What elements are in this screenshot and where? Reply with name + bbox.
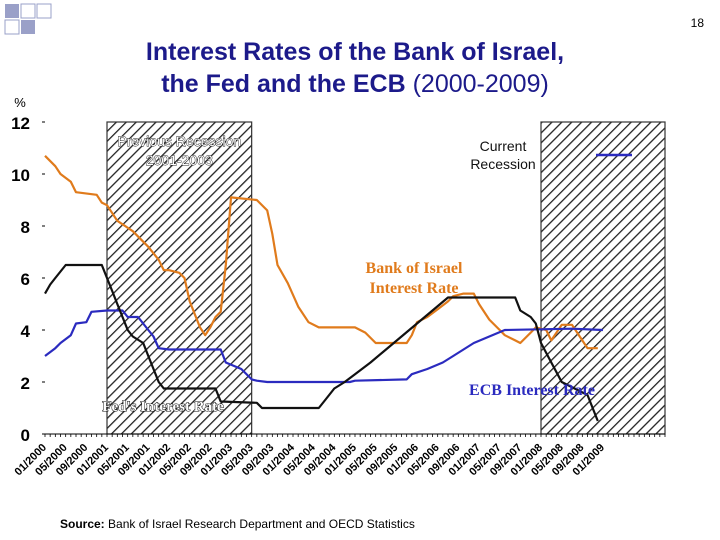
- series-line: [44, 309, 604, 384]
- y-tick-label: 0: [21, 426, 30, 445]
- shaded-period-label: Current: [480, 138, 527, 154]
- y-axis-label: %: [14, 95, 26, 110]
- series-label: ECB Interest Rate: [469, 382, 595, 399]
- title-years: (2000-2009): [412, 70, 549, 98]
- series-label: Bank of Israel: [366, 260, 463, 277]
- series-label: Fed's Interest Rate: [102, 399, 224, 415]
- y-tick-label: 6: [21, 270, 30, 289]
- shaded-period-label: 2001-2003: [146, 152, 213, 168]
- title-line-2: the Fed and the ECB: [161, 70, 413, 98]
- y-tick-label: 10: [11, 166, 30, 185]
- page-number: 18: [690, 16, 704, 30]
- y-tick-label: 4: [21, 322, 31, 341]
- shaded-period-label: Recession: [470, 156, 535, 172]
- series-line: [44, 155, 598, 350]
- deco-square: [21, 20, 35, 34]
- y-tick-label: 12: [11, 114, 30, 133]
- deco-square: [4, 19, 20, 35]
- series-line: [44, 263, 599, 422]
- title-line-1: Interest Rates of the Bank of Israel,: [145, 38, 565, 66]
- source-note: Source: Bank of Israel Research Departme…: [60, 517, 415, 531]
- source-label: Source:: [60, 517, 105, 531]
- source-text: Bank of Israel Research Department and O…: [104, 517, 415, 531]
- slide-title: Interest Rates of the Bank of Israel, th…: [95, 36, 615, 100]
- series-label: Interest Rate: [369, 280, 458, 297]
- deco-square: [5, 4, 19, 18]
- y-tick-label: 2: [21, 374, 30, 393]
- y-tick-label: 8: [21, 218, 30, 237]
- deco-square: [36, 3, 52, 19]
- deco-square: [20, 3, 36, 19]
- slide-decoration: [4, 3, 52, 35]
- shaded-period-label: Previous Recession: [117, 133, 241, 149]
- shaded-period: [106, 121, 253, 435]
